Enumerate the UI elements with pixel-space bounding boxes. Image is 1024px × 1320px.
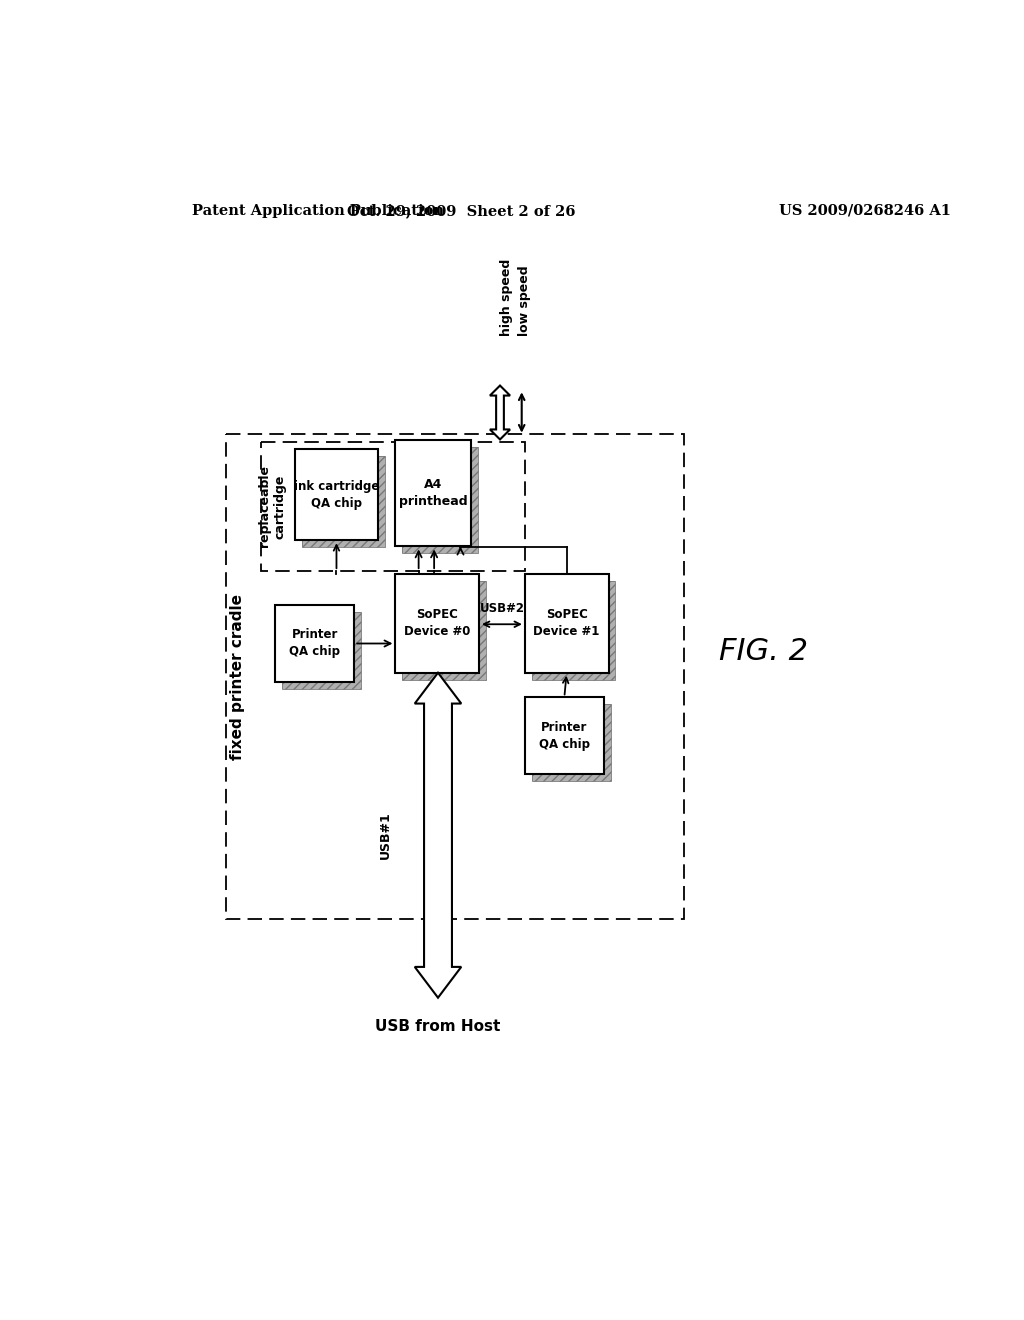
Text: Printer
QA chip: Printer QA chip bbox=[539, 721, 590, 751]
Text: Oct. 29, 2009  Sheet 2 of 26: Oct. 29, 2009 Sheet 2 of 26 bbox=[347, 203, 575, 218]
Bar bbox=[395, 574, 479, 673]
Text: USB#2: USB#2 bbox=[479, 602, 524, 615]
Text: ink cartridge
QA chip: ink cartridge QA chip bbox=[294, 480, 379, 510]
Bar bbox=[395, 441, 471, 546]
Bar bbox=[402, 447, 478, 553]
Text: low speed: low speed bbox=[518, 265, 531, 335]
Bar bbox=[402, 447, 478, 553]
Bar bbox=[402, 581, 486, 680]
Text: A4
printhead: A4 printhead bbox=[399, 478, 468, 508]
Text: SoPEC
Device #1: SoPEC Device #1 bbox=[534, 609, 600, 639]
Bar bbox=[261, 442, 524, 572]
Text: high speed: high speed bbox=[500, 259, 513, 335]
Bar bbox=[283, 612, 361, 689]
Polygon shape bbox=[489, 385, 510, 440]
Bar bbox=[302, 457, 385, 548]
Bar bbox=[295, 449, 378, 540]
Text: replaceable
cartridge: replaceable cartridge bbox=[258, 466, 286, 548]
Bar bbox=[531, 705, 611, 781]
Text: USB from Host: USB from Host bbox=[376, 1019, 501, 1035]
Bar bbox=[531, 581, 615, 680]
Text: US 2009/0268246 A1: US 2009/0268246 A1 bbox=[779, 203, 951, 218]
Bar bbox=[524, 697, 604, 775]
Bar bbox=[402, 581, 486, 680]
Bar bbox=[226, 434, 684, 919]
Text: fixed printer cradle: fixed printer cradle bbox=[229, 594, 245, 759]
Bar bbox=[302, 457, 385, 548]
Text: SoPEC
Device #0: SoPEC Device #0 bbox=[404, 609, 470, 639]
Polygon shape bbox=[415, 673, 461, 998]
Bar bbox=[531, 581, 615, 680]
Bar bbox=[283, 612, 361, 689]
Text: Patent Application Publication: Patent Application Publication bbox=[191, 203, 443, 218]
Bar bbox=[275, 605, 354, 682]
Text: FIG. 2: FIG. 2 bbox=[719, 636, 808, 665]
Bar bbox=[531, 705, 611, 781]
Text: USB#1: USB#1 bbox=[379, 812, 392, 859]
Text: Printer
QA chip: Printer QA chip bbox=[289, 628, 340, 659]
Bar bbox=[524, 574, 608, 673]
